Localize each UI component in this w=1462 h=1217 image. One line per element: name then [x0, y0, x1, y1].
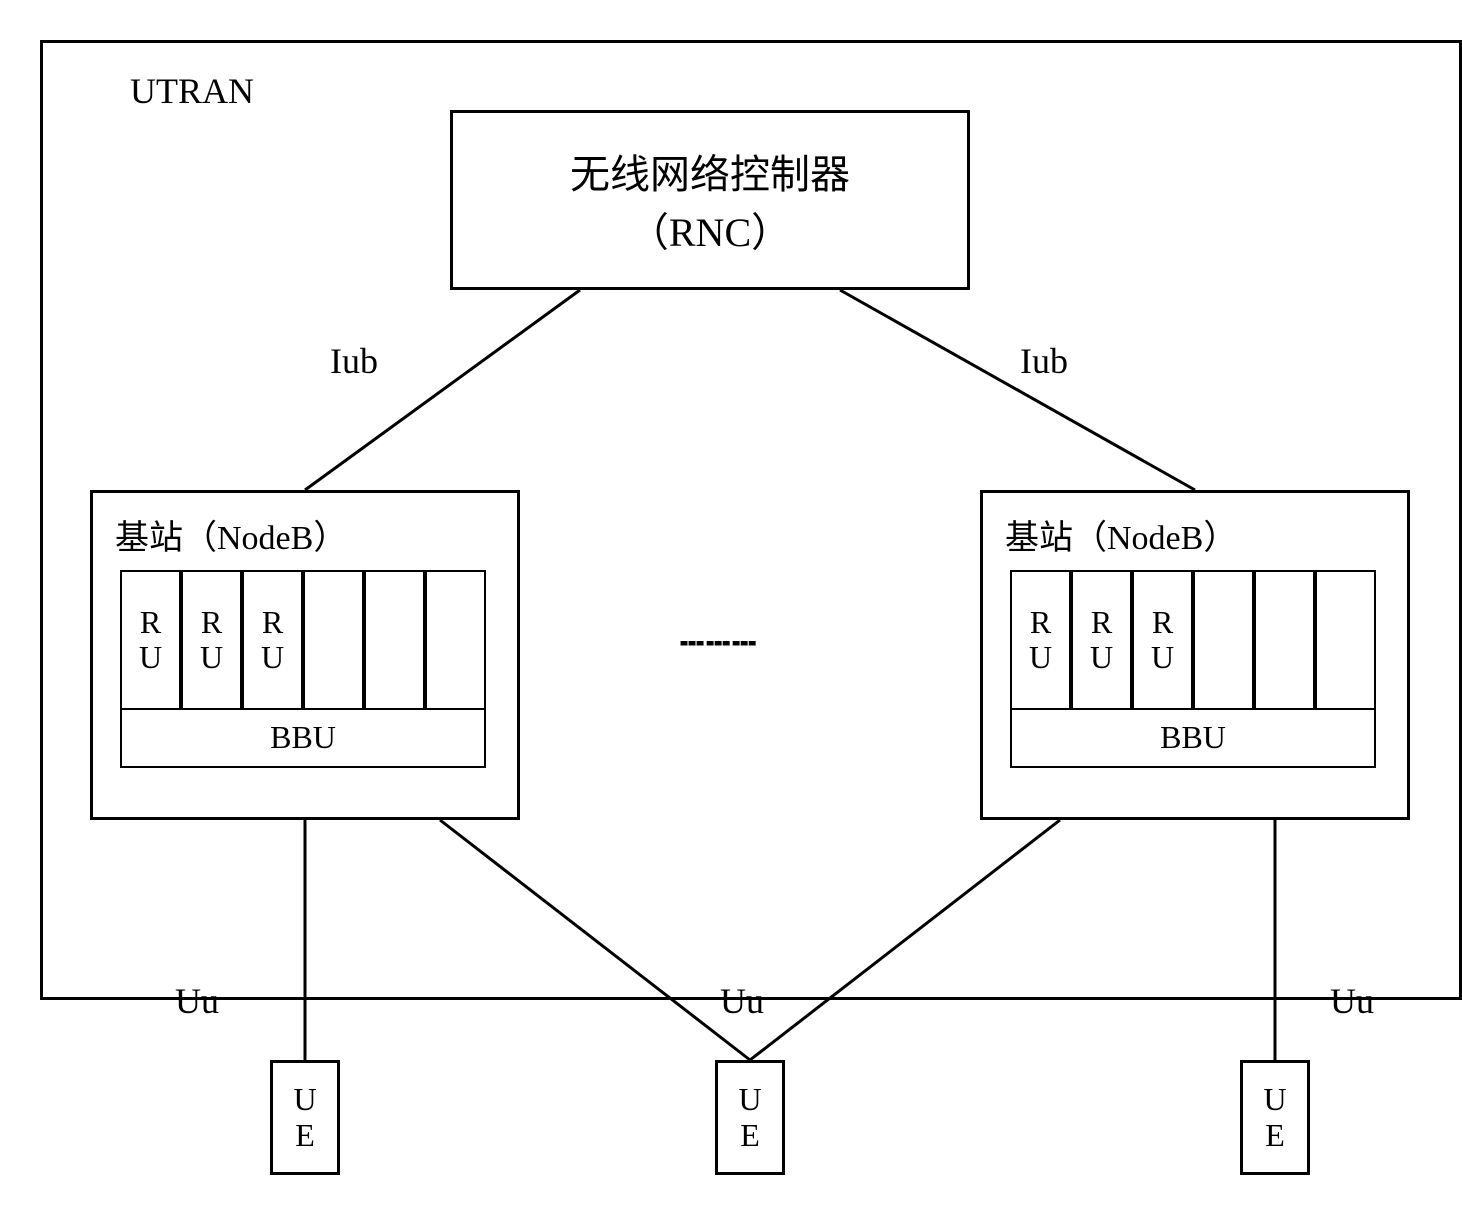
iub-left-label: Iub	[330, 340, 378, 382]
rnc-box: 无线网络控制器（RNC）	[450, 110, 970, 290]
nodeb-bbu-left: BBU	[120, 708, 486, 768]
utran-title: UTRAN	[130, 70, 254, 112]
diagram-canvas: UTRAN无线网络控制器（RNC）IubIub基站（NodeB）R UR UR …	[20, 20, 1462, 1197]
rnc-label-1: 无线网络控制器	[570, 142, 850, 200]
uu-label-2: Uu	[1330, 980, 1374, 1022]
nodeb-slot-left-4	[364, 570, 425, 710]
uu-label-1: Uu	[720, 980, 764, 1022]
nodeb-title-right: 基站（NodeB）	[1005, 510, 1237, 559]
ellipsis-dots: ┄┄┄	[680, 620, 758, 667]
ue-box-1: U E	[715, 1060, 785, 1175]
nodeb-slot-right-5	[1315, 570, 1376, 710]
nodeb-slot-right-3	[1193, 570, 1254, 710]
nodeb-slot-left-3	[303, 570, 364, 710]
nodeb-slot-right-1: R U	[1071, 570, 1132, 710]
ue-box-0: U E	[270, 1060, 340, 1175]
nodeb-title-left: 基站（NodeB）	[115, 510, 347, 559]
nodeb-bbu-right: BBU	[1010, 708, 1376, 768]
nodeb-slot-right-2: R U	[1132, 570, 1193, 710]
nodeb-slot-left-5	[425, 570, 486, 710]
rnc-label-2: （RNC）	[629, 200, 791, 258]
iub-right-label: Iub	[1020, 340, 1068, 382]
uu-label-0: Uu	[175, 980, 219, 1022]
nodeb-slot-right-0: R U	[1010, 570, 1071, 710]
ue-box-2: U E	[1240, 1060, 1310, 1175]
nodeb-slot-left-1: R U	[181, 570, 242, 710]
nodeb-slot-left-2: R U	[242, 570, 303, 710]
nodeb-slot-right-4	[1254, 570, 1315, 710]
nodeb-slot-left-0: R U	[120, 570, 181, 710]
